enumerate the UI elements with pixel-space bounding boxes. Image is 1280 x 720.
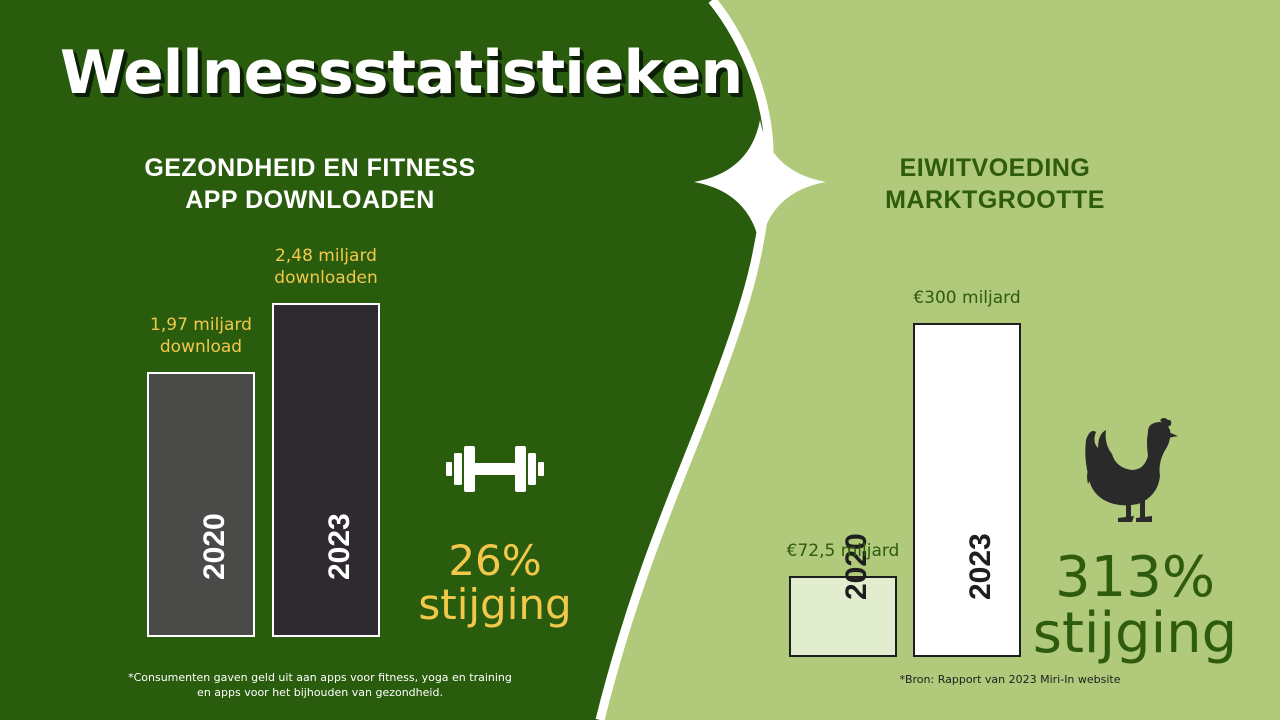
bar-year-label: 2023: [323, 513, 356, 580]
protein-chart-heading: EIWITVOEDING MARKTGROOTTE: [885, 154, 1105, 214]
chicken-icon: [1085, 418, 1178, 522]
bar-year-label: 2023: [964, 533, 997, 600]
source-footnote: *Bron: Rapport van 2023 Miri-In website: [899, 673, 1121, 686]
downloads-increase: 26% stijging: [418, 536, 572, 629]
sparkle-icon: [694, 120, 826, 246]
bar-value-label: €300 miljard: [913, 288, 1021, 308]
bar-value-label: €72,5 miljard: [786, 541, 900, 561]
bar-protein-2020: 2020: [789, 533, 897, 657]
page-title: Wellnessstatistieken: [60, 38, 743, 108]
dumbbell-icon: [446, 446, 544, 492]
bar-downloads-2023: 2023: [272, 303, 380, 637]
protein-increase: 313% stijging: [1032, 545, 1238, 666]
downloads-footnote: *Consumenten gaven geld uit aan apps voo…: [128, 671, 512, 699]
bar-value-label: 2,48 miljard downloaden: [274, 246, 378, 288]
bar-protein-2023: 2023: [913, 323, 1021, 657]
bar-downloads-2020: 2020: [147, 372, 255, 637]
bar-year-label: 2020: [198, 513, 231, 580]
downloads-chart-heading: GEZONDHEID EN FITNESS APP DOWNLOADEN: [144, 154, 476, 214]
bar-value-label: 1,97 miljard download: [150, 315, 252, 357]
